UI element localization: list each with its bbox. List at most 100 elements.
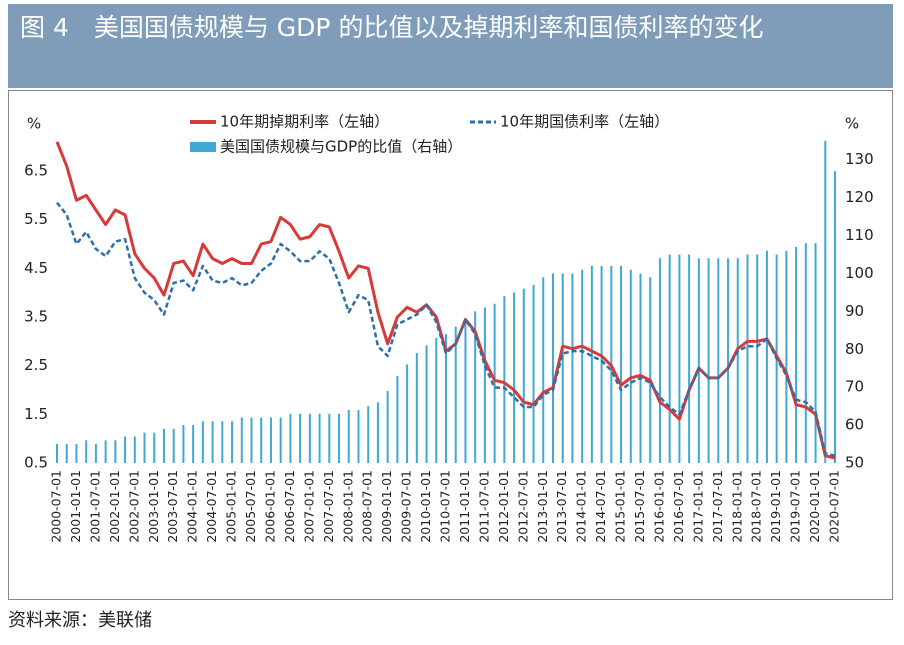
bar bbox=[104, 440, 107, 463]
y2-tick-label: 50 bbox=[845, 454, 864, 472]
x-tick-label: 2007-07-01 bbox=[321, 470, 336, 543]
y2-tick-label: 120 bbox=[845, 188, 874, 206]
bar bbox=[367, 406, 370, 463]
y-tick-label: 2.5 bbox=[24, 356, 48, 374]
x-tick-label: 2010-01-01 bbox=[418, 470, 433, 543]
bar bbox=[464, 318, 467, 463]
bar bbox=[357, 409, 360, 463]
bar bbox=[765, 250, 768, 463]
bar bbox=[707, 258, 710, 463]
bar bbox=[503, 296, 506, 463]
x-tick-label: 2017-01-01 bbox=[690, 470, 705, 543]
y2-tick-label: 110 bbox=[845, 226, 874, 244]
x-tick-label: 2013-07-01 bbox=[554, 470, 569, 543]
y2-tick-label: 100 bbox=[845, 264, 874, 282]
bar bbox=[795, 246, 798, 463]
x-tick-label: 2006-01-01 bbox=[262, 470, 277, 543]
bar bbox=[445, 334, 447, 463]
x-tick-label: 2016-01-01 bbox=[651, 470, 666, 543]
y-axis-label: % bbox=[27, 115, 41, 133]
x-tick-label: 2007-01-01 bbox=[301, 470, 316, 543]
y2-axis-label: % bbox=[845, 115, 859, 133]
y-tick-label: 5.5 bbox=[24, 210, 48, 228]
bar bbox=[376, 402, 379, 463]
bar bbox=[727, 258, 730, 463]
bar bbox=[250, 417, 253, 463]
bar bbox=[260, 417, 263, 463]
bar bbox=[629, 269, 632, 463]
bar bbox=[308, 413, 311, 463]
x-tick-label: 2003-01-01 bbox=[146, 470, 161, 543]
x-tick-label: 2020-07-01 bbox=[827, 470, 842, 543]
bar bbox=[474, 311, 477, 463]
x-tick-label: 2006-07-01 bbox=[282, 470, 297, 543]
y-tick-label: 3.5 bbox=[24, 308, 48, 326]
bar bbox=[756, 254, 759, 463]
x-tick-label: 2002-01-01 bbox=[107, 470, 122, 543]
y-tick-label: 1.5 bbox=[24, 405, 48, 423]
x-tick-label: 2017-07-01 bbox=[710, 470, 725, 543]
x-tick-label: 2015-07-01 bbox=[632, 470, 647, 543]
bar bbox=[299, 413, 302, 463]
bar bbox=[824, 140, 827, 463]
bar bbox=[231, 421, 234, 463]
bar bbox=[522, 288, 525, 463]
bar bbox=[561, 273, 564, 463]
bar bbox=[279, 417, 282, 463]
bar bbox=[240, 417, 243, 463]
x-tick-label: 2016-07-01 bbox=[671, 470, 686, 543]
bar bbox=[600, 265, 603, 463]
x-tick-label: 2012-01-01 bbox=[496, 470, 511, 543]
bar bbox=[678, 254, 681, 463]
x-tick-label: 2014-07-01 bbox=[593, 470, 608, 543]
y-tick-label: 4.5 bbox=[24, 259, 48, 277]
x-tick-label: 2008-01-01 bbox=[340, 470, 355, 543]
bar bbox=[338, 413, 341, 463]
x-tick-label: 2015-01-01 bbox=[613, 470, 628, 543]
line bbox=[56, 201, 836, 457]
bar bbox=[269, 417, 272, 463]
legend-label: 10年期国债利率（左轴） bbox=[500, 113, 669, 131]
x-tick-label: 2001-01-01 bbox=[68, 470, 83, 543]
bar bbox=[717, 258, 720, 463]
legend-label: 美国国债规模与GDP的比值（右轴） bbox=[220, 138, 462, 156]
bar bbox=[318, 413, 321, 463]
x-tick-label: 2020-01-01 bbox=[807, 470, 822, 543]
bar bbox=[551, 273, 554, 463]
x-tick-label: 2014-01-01 bbox=[574, 470, 589, 543]
bar bbox=[328, 413, 331, 463]
bar bbox=[493, 303, 496, 463]
bar bbox=[201, 421, 204, 463]
bar bbox=[56, 444, 58, 463]
x-tick-label: 2010-07-01 bbox=[438, 470, 453, 543]
bar bbox=[153, 432, 156, 463]
bar bbox=[192, 425, 195, 463]
bar bbox=[649, 277, 652, 463]
chart-title: 图 4 美国国债规模与 GDP 的比值以及掉期利率和国债利率的变化 bbox=[8, 4, 893, 88]
bar bbox=[532, 284, 535, 463]
bar bbox=[415, 353, 418, 463]
bar bbox=[697, 258, 700, 463]
bar bbox=[85, 440, 88, 463]
bar bbox=[75, 444, 78, 463]
bar bbox=[425, 345, 428, 463]
bar bbox=[94, 444, 97, 463]
bar bbox=[746, 254, 749, 463]
x-tick-label: 2018-01-01 bbox=[729, 470, 744, 543]
bar bbox=[133, 436, 136, 463]
bar bbox=[406, 364, 409, 463]
x-tick-label: 2018-07-01 bbox=[749, 470, 764, 543]
x-tick-label: 2008-07-01 bbox=[360, 470, 375, 543]
y-tick-label: 0.5 bbox=[24, 454, 48, 472]
legend-swatch bbox=[190, 142, 216, 152]
bar bbox=[65, 444, 68, 463]
bar bbox=[124, 436, 127, 463]
bar bbox=[736, 258, 739, 463]
x-tick-label: 2019-07-01 bbox=[788, 470, 803, 543]
y-tick-label: 6.5 bbox=[24, 162, 48, 180]
y2-tick-label: 70 bbox=[845, 378, 864, 396]
bar bbox=[834, 171, 836, 463]
bar bbox=[454, 326, 457, 463]
bar bbox=[221, 421, 224, 463]
